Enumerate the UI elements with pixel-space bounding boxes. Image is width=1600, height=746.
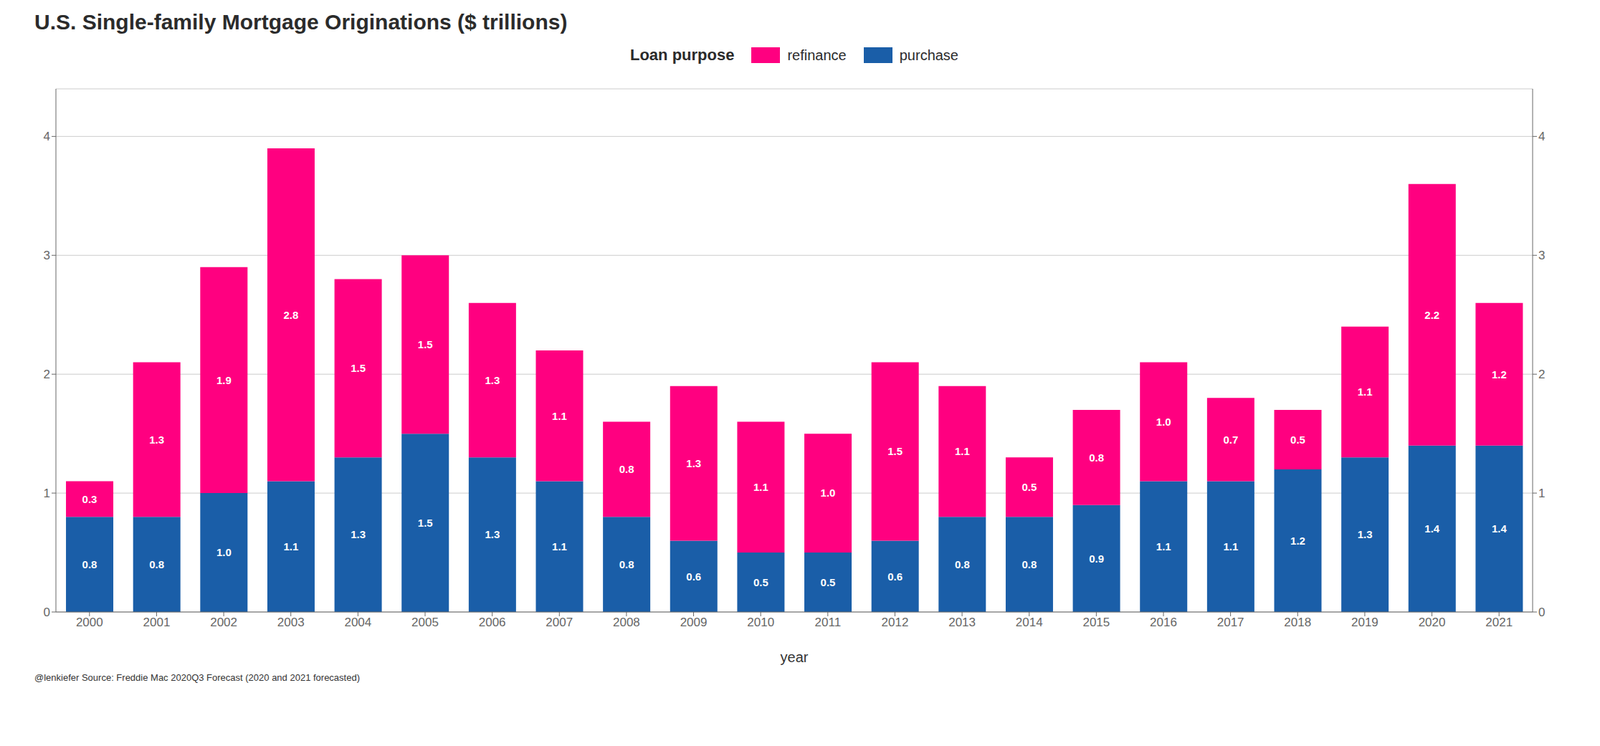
svg-text:2006: 2006 — [478, 615, 507, 630]
svg-text:0: 0 — [1538, 605, 1545, 620]
svg-text:2004: 2004 — [344, 615, 372, 630]
html-text:@lenkiefer Source: Freddie Mac: @lenkiefer Source: Freddie Mac 2020Q3 Fo… — [34, 672, 360, 684]
svg-text:2: 2 — [1538, 367, 1545, 382]
svg-text:2021: 2021 — [1485, 615, 1513, 630]
svg-text:2018: 2018 — [1283, 615, 1312, 630]
svg-text:1.1: 1.1 — [283, 540, 299, 553]
svg-text:1.0: 1.0 — [820, 486, 836, 499]
svg-text:0.8: 0.8 — [954, 558, 970, 571]
svg-text:2003: 2003 — [277, 615, 305, 630]
svg-text:1.4: 1.4 — [1491, 522, 1508, 535]
svg-text:2012: 2012 — [881, 615, 909, 630]
svg-text:1.1: 1.1 — [954, 445, 970, 458]
svg-text:2017: 2017 — [1217, 615, 1245, 630]
svg-text:1.3: 1.3 — [484, 374, 500, 387]
html-text:U.S. Single-family Mortgage Or: U.S. Single-family Mortgage Originations… — [34, 10, 568, 34]
svg-text:1.4: 1.4 — [1424, 522, 1441, 535]
svg-text:1.2: 1.2 — [1290, 534, 1306, 547]
svg-text:1.1: 1.1 — [1156, 540, 1172, 553]
html-text:refinance: refinance — [787, 46, 847, 63]
svg-text:2013: 2013 — [948, 615, 976, 630]
svg-text:2005: 2005 — [411, 615, 439, 630]
svg-text:0.8: 0.8 — [1022, 558, 1038, 571]
svg-text:0.5: 0.5 — [1290, 433, 1306, 446]
svg-text:1.3: 1.3 — [149, 433, 165, 446]
svg-text:4: 4 — [1538, 129, 1545, 144]
svg-text:1.1: 1.1 — [551, 410, 568, 423]
svg-text:0.8: 0.8 — [1088, 451, 1104, 464]
svg-text:1.3: 1.3 — [686, 457, 702, 470]
svg-text:2020: 2020 — [1418, 615, 1446, 630]
svg-text:1.5: 1.5 — [417, 338, 433, 351]
svg-text:1.1: 1.1 — [551, 540, 568, 553]
svg-text:2.8: 2.8 — [283, 308, 299, 322]
svg-text:1.0: 1.0 — [1156, 415, 1172, 428]
svg-text:year: year — [780, 649, 809, 666]
svg-text:0.3: 0.3 — [82, 493, 98, 506]
svg-text:0.5: 0.5 — [1022, 481, 1038, 494]
svg-text:0.8: 0.8 — [619, 463, 635, 476]
svg-text:4: 4 — [43, 129, 51, 144]
svg-text:0.9: 0.9 — [1088, 552, 1104, 565]
svg-text:2014: 2014 — [1015, 615, 1044, 630]
svg-text:0.8: 0.8 — [82, 558, 98, 571]
svg-text:2015: 2015 — [1082, 615, 1110, 630]
svg-text:1.1: 1.1 — [1357, 385, 1373, 398]
svg-text:2000: 2000 — [75, 615, 104, 630]
svg-text:1: 1 — [43, 486, 51, 501]
svg-text:1.5: 1.5 — [350, 362, 366, 375]
svg-text:2008: 2008 — [612, 615, 641, 630]
svg-text:2: 2 — [43, 367, 51, 382]
svg-text:1.3: 1.3 — [1357, 528, 1373, 541]
html-text:purchase: purchase — [899, 46, 959, 63]
svg-text:0.6: 0.6 — [887, 570, 903, 583]
svg-text:1: 1 — [1538, 486, 1545, 501]
svg-text:0: 0 — [43, 605, 51, 620]
svg-text:1.9: 1.9 — [216, 374, 232, 387]
svg-text:3: 3 — [1538, 248, 1545, 263]
svg-text:1.0: 1.0 — [216, 546, 232, 559]
svg-text:2.2: 2.2 — [1424, 308, 1440, 322]
svg-text:1.5: 1.5 — [417, 516, 433, 530]
svg-text:1.1: 1.1 — [753, 481, 769, 494]
svg-text:1.3: 1.3 — [350, 528, 366, 541]
svg-text:0.8: 0.8 — [149, 558, 165, 571]
svg-text:3: 3 — [43, 248, 51, 263]
svg-text:1.1: 1.1 — [1222, 540, 1238, 553]
svg-text:2001: 2001 — [143, 615, 171, 630]
svg-text:1.3: 1.3 — [484, 528, 500, 541]
svg-text:2002: 2002 — [210, 615, 238, 630]
svg-text:2007: 2007 — [545, 615, 573, 630]
svg-text:2016: 2016 — [1149, 615, 1178, 630]
svg-text:1.2: 1.2 — [1491, 368, 1507, 381]
svg-text:0.5: 0.5 — [753, 576, 769, 589]
svg-text:1.5: 1.5 — [887, 445, 903, 458]
svg-text:2010: 2010 — [746, 615, 775, 630]
html-text:Loan purpose: Loan purpose — [630, 45, 735, 64]
svg-text:2011: 2011 — [815, 615, 842, 630]
svg-text:2009: 2009 — [680, 615, 708, 630]
svg-text:0.5: 0.5 — [820, 576, 836, 589]
svg-text:2019: 2019 — [1351, 615, 1379, 630]
svg-text:0.7: 0.7 — [1222, 433, 1238, 446]
svg-text:0.8: 0.8 — [619, 558, 635, 571]
svg-text:0.6: 0.6 — [686, 570, 702, 583]
